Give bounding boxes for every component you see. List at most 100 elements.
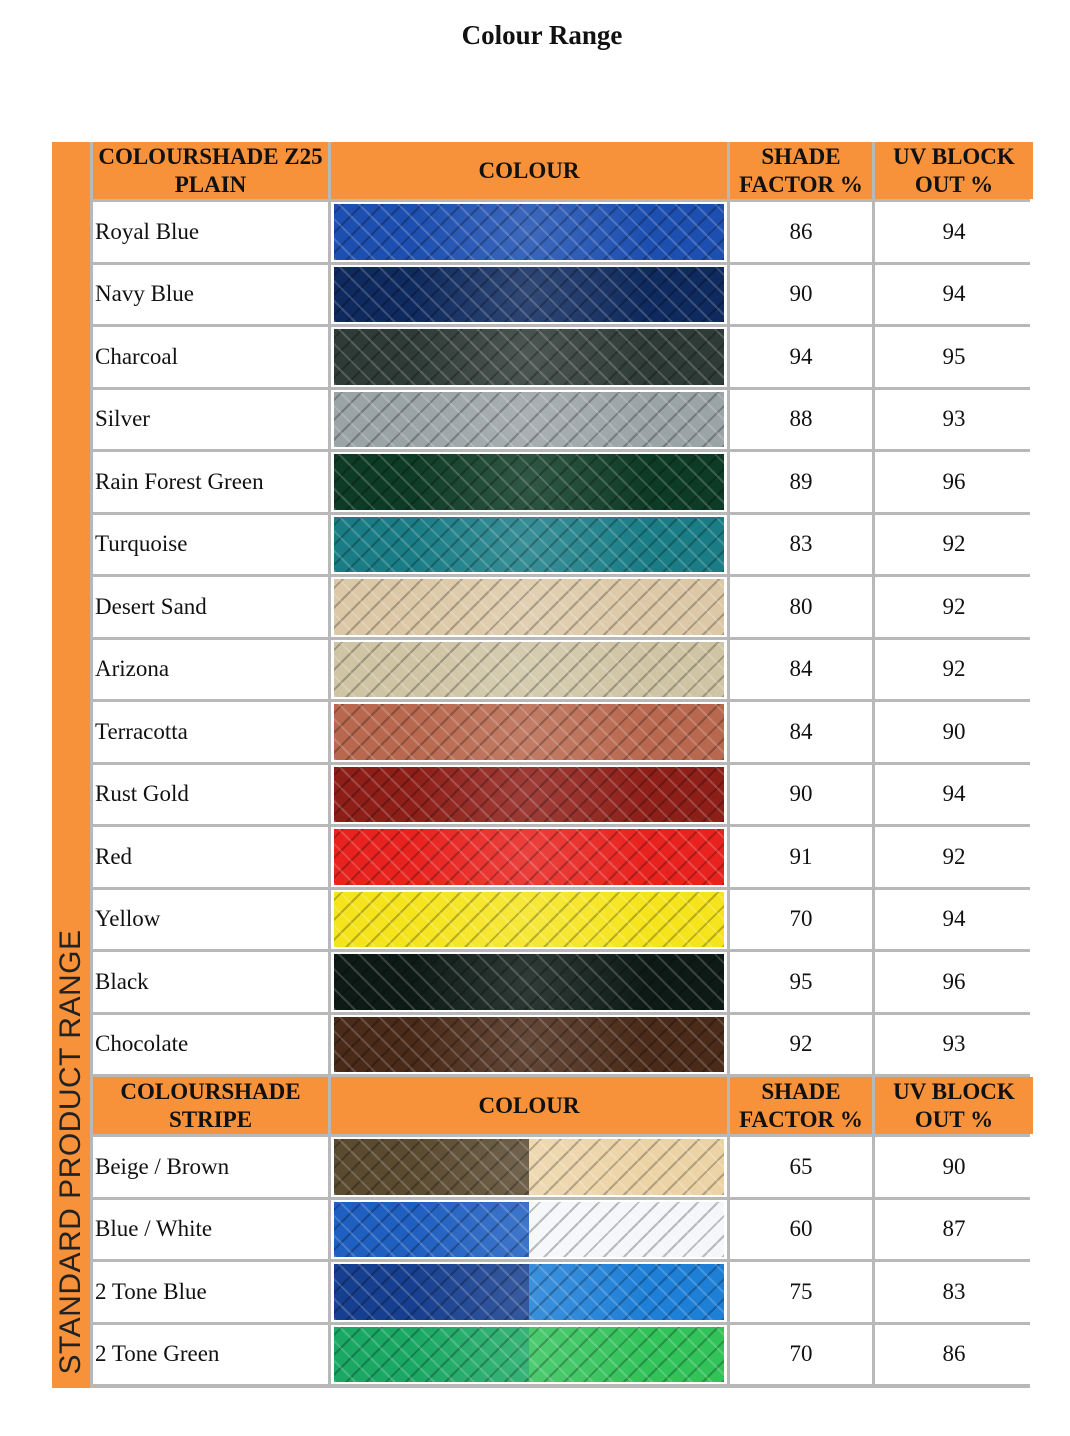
swatch-cell xyxy=(331,389,727,449)
header-name: COLOURSHADE STRIPE xyxy=(93,1077,328,1134)
header-colour: COLOUR xyxy=(331,1077,727,1134)
swatch-part xyxy=(334,1201,529,1257)
shade-factor: 90 xyxy=(730,264,872,324)
shade-factor: 75 xyxy=(730,1262,872,1322)
swatch-part xyxy=(529,1326,724,1382)
colour-name: Red xyxy=(93,827,328,887)
swatch-part xyxy=(334,204,724,260)
uv-block-out: 94 xyxy=(875,764,1033,824)
colour-swatch xyxy=(334,1016,724,1072)
colour-swatch xyxy=(334,204,724,260)
swatch-part xyxy=(334,891,724,947)
shade-factor: 84 xyxy=(730,639,872,699)
colour-name: Beige / Brown xyxy=(93,1137,328,1197)
shade-factor: 88 xyxy=(730,389,872,449)
shade-factor: 83 xyxy=(730,514,872,574)
swatch-part xyxy=(529,1201,724,1257)
colour-name: Desert Sand xyxy=(93,577,328,637)
side-band: STANDARD PRODUCT RANGE xyxy=(52,142,90,1388)
header-shade-factor: SHADE FACTOR % xyxy=(730,142,872,199)
swatch-part xyxy=(334,454,724,510)
swatch-cell xyxy=(331,764,727,824)
header-row: COLOURSHADE STRIPE COLOUR SHADE FACTOR % UV… xyxy=(93,1077,1033,1134)
colour-name: 2 Tone Green xyxy=(93,1324,328,1384)
colour-swatch xyxy=(334,766,724,822)
colour-name: Chocolate xyxy=(93,1014,328,1074)
swatch-part xyxy=(334,1264,529,1320)
swatch-part xyxy=(334,829,724,885)
swatch-part xyxy=(334,1139,529,1195)
uv-block-out: 90 xyxy=(875,1137,1033,1197)
swatch-part xyxy=(334,266,724,322)
table-row: Turquoise 83 92 xyxy=(93,514,1033,574)
swatch-cell xyxy=(331,202,727,262)
colour-swatch xyxy=(334,579,724,635)
colour-name: 2 Tone Blue xyxy=(93,1262,328,1322)
colour-swatch xyxy=(334,954,724,1010)
colour-swatch xyxy=(334,454,724,510)
swatch-part xyxy=(529,1139,724,1195)
colour-name: Blue / White xyxy=(93,1199,328,1259)
swatch-cell xyxy=(331,577,727,637)
table-row: 2 Tone Green 70 86 xyxy=(93,1324,1033,1384)
shade-factor: 65 xyxy=(730,1137,872,1197)
swatch-cell xyxy=(331,1324,727,1384)
header-row: COLOURSHADE Z25 PLAIN COLOUR SHADE FACTOR … xyxy=(93,142,1033,199)
colour-swatch xyxy=(334,1201,724,1257)
swatch-cell xyxy=(331,1014,727,1074)
swatch-part xyxy=(334,641,724,697)
swatch-cell xyxy=(331,514,727,574)
uv-block-out: 94 xyxy=(875,889,1033,949)
uv-block-out: 94 xyxy=(875,264,1033,324)
table-row: Yellow 70 94 xyxy=(93,889,1033,949)
colour-name: Silver xyxy=(93,389,328,449)
swatch-part xyxy=(334,704,724,760)
swatch-cell xyxy=(331,452,727,512)
colour-swatch xyxy=(334,266,724,322)
swatch-part xyxy=(334,329,724,385)
header-shade-factor: SHADE FACTOR % xyxy=(730,1077,872,1134)
shade-factor: 95 xyxy=(730,952,872,1012)
colour-name: Navy Blue xyxy=(93,264,328,324)
uv-block-out: 92 xyxy=(875,639,1033,699)
shade-factor: 84 xyxy=(730,702,872,762)
swatch-cell xyxy=(331,827,727,887)
colour-name: Black xyxy=(93,952,328,1012)
uv-block-out: 92 xyxy=(875,577,1033,637)
uv-block-out: 95 xyxy=(875,327,1033,387)
table-row: Desert Sand 80 92 xyxy=(93,577,1033,637)
swatch-cell xyxy=(331,327,727,387)
uv-block-out: 92 xyxy=(875,514,1033,574)
swatch-part xyxy=(334,1326,529,1382)
swatch-cell xyxy=(331,889,727,949)
header-colour: COLOUR xyxy=(331,142,727,199)
swatch-cell xyxy=(331,264,727,324)
table-row: Rain Forest Green 89 96 xyxy=(93,452,1033,512)
shade-factor: 89 xyxy=(730,452,872,512)
shade-factor: 60 xyxy=(730,1199,872,1259)
colour-name: Yellow xyxy=(93,889,328,949)
colour-swatch xyxy=(334,891,724,947)
colour-swatch xyxy=(334,1139,724,1195)
table-row: Rust Gold 90 94 xyxy=(93,764,1033,824)
colour-name: Rain Forest Green xyxy=(93,452,328,512)
shade-factor: 86 xyxy=(730,202,872,262)
uv-block-out: 93 xyxy=(875,1014,1033,1074)
uv-block-out: 83 xyxy=(875,1262,1033,1322)
swatch-part xyxy=(334,766,724,822)
shade-factor: 70 xyxy=(730,1324,872,1384)
colour-swatch xyxy=(334,704,724,760)
colour-swatch xyxy=(334,829,724,885)
colour-name: Turquoise xyxy=(93,514,328,574)
header-name: COLOURSHADE Z25 PLAIN xyxy=(93,142,328,199)
page-title: Colour Range xyxy=(461,20,623,50)
colour-swatch xyxy=(334,1326,724,1382)
shade-factor: 94 xyxy=(730,327,872,387)
shade-factor: 80 xyxy=(730,577,872,637)
colour-swatch xyxy=(334,329,724,385)
swatch-cell xyxy=(331,952,727,1012)
table-row: 2 Tone Blue 75 83 xyxy=(93,1262,1033,1322)
table-row: Royal Blue 86 94 xyxy=(93,202,1033,262)
swatch-part xyxy=(334,1016,724,1072)
uv-block-out: 94 xyxy=(875,202,1033,262)
